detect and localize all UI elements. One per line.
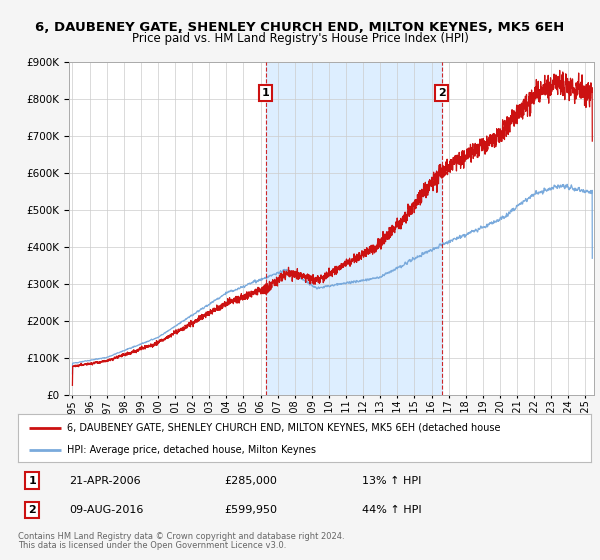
Text: 1: 1 [28,475,36,486]
Bar [266,62,442,395]
Text: £285,000: £285,000 [224,475,277,486]
Text: £599,950: £599,950 [224,505,277,515]
Text: 44% ↑ HPI: 44% ↑ HPI [362,505,421,515]
Text: 2: 2 [438,88,446,98]
Text: 21-APR-2006: 21-APR-2006 [70,475,141,486]
Text: 2: 2 [28,505,36,515]
Text: 13% ↑ HPI: 13% ↑ HPI [362,475,421,486]
Text: 1: 1 [262,88,269,98]
Text: 09-AUG-2016: 09-AUG-2016 [70,505,144,515]
Text: 6, DAUBENEY GATE, SHENLEY CHURCH END, MILTON KEYNES, MK5 6EH (detached house: 6, DAUBENEY GATE, SHENLEY CHURCH END, MI… [67,423,500,433]
Text: Contains HM Land Registry data © Crown copyright and database right 2024.: Contains HM Land Registry data © Crown c… [18,532,344,541]
Text: 6, DAUBENEY GATE, SHENLEY CHURCH END, MILTON KEYNES, MK5 6EH: 6, DAUBENEY GATE, SHENLEY CHURCH END, MI… [35,21,565,34]
Text: HPI: Average price, detached house, Milton Keynes: HPI: Average price, detached house, Milt… [67,445,316,455]
Text: This data is licensed under the Open Government Licence v3.0.: This data is licensed under the Open Gov… [18,541,286,550]
Text: Price paid vs. HM Land Registry's House Price Index (HPI): Price paid vs. HM Land Registry's House … [131,32,469,45]
